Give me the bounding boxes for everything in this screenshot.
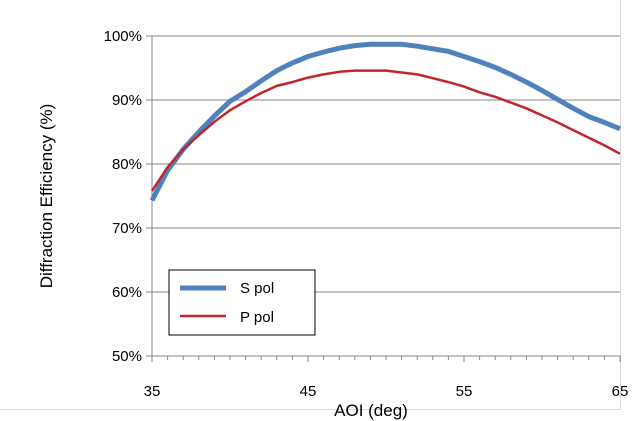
x-tick-label: 55	[456, 383, 473, 400]
series-line-p-pol	[150, 69, 621, 192]
y-tick-label: 80%	[112, 156, 142, 173]
legend-box	[168, 269, 316, 336]
x-axis-title: AOI (deg)	[334, 401, 408, 420]
y-tick-label: 90%	[112, 92, 142, 109]
x-tick-label: 45	[300, 383, 317, 400]
x-tick-label: 35	[144, 383, 161, 400]
legend: S pol P pol	[168, 269, 316, 336]
y-tick-label: 60%	[112, 284, 142, 301]
x-tick-label: 65	[612, 383, 629, 400]
series-line-s-pol	[149, 41, 621, 202]
y-tick-label: 70%	[112, 220, 142, 237]
x-tick-labels: 35 45 55 65	[144, 356, 629, 400]
series-lines	[149, 41, 621, 202]
legend-label-s-pol: S pol	[240, 280, 274, 297]
y-tick-labels: 50% 60% 70% 80% 90% 100%	[104, 28, 152, 365]
grid-lines	[152, 35, 620, 293]
y-tick-label: 50%	[112, 348, 142, 365]
legend-label-p-pol: P pol	[240, 309, 274, 326]
chart-frame	[0, 0, 621, 410]
y-tick-label: 100%	[104, 28, 142, 45]
y-axis-title: Diffraction Efficiency (%)	[37, 104, 56, 289]
